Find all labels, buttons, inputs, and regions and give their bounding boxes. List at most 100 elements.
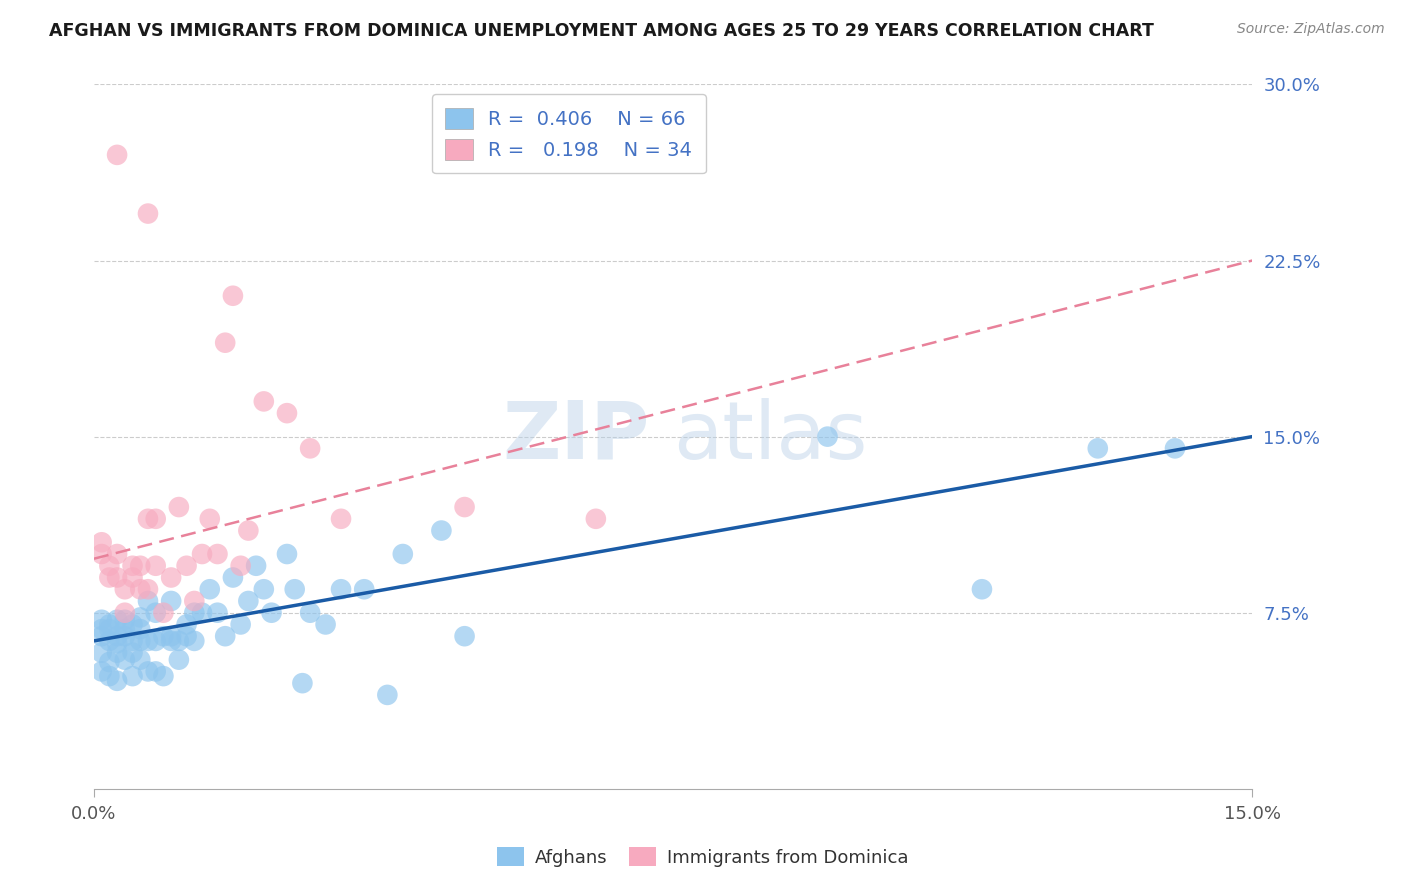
Point [160,633,183,648]
Point [129,622,152,636]
Point [315,617,337,632]
Point [276,406,298,420]
Point [145,665,167,679]
Point [105,646,128,660]
Point [105,629,128,643]
Point [114,622,136,636]
Point [90,535,112,549]
Point [121,558,143,573]
Point [98,655,121,669]
Point [160,594,183,608]
Point [90,629,112,643]
Point [121,633,143,648]
Point [152,606,174,620]
Legend: Afghans, Immigrants from Dominica: Afghans, Immigrants from Dominica [489,840,917,874]
Point [98,633,121,648]
Point [98,617,121,632]
Point [276,547,298,561]
Point [353,582,375,597]
Point [121,669,143,683]
Point [253,582,276,597]
Point [585,512,607,526]
Point [391,547,413,561]
Point [145,633,167,648]
Point [136,594,159,608]
Point [207,547,229,561]
Point [121,617,143,632]
Point [105,148,128,162]
Point [291,676,314,690]
Text: ZIP: ZIP [503,398,650,475]
Point [167,500,190,514]
Point [330,512,353,526]
Point [145,512,167,526]
Point [453,629,475,643]
Point [198,512,221,526]
Point [284,582,307,597]
Point [90,622,112,636]
Point [214,629,236,643]
Point [105,570,128,584]
Point [1164,442,1187,456]
Point [98,622,121,636]
Point [453,500,475,514]
Point [167,633,190,648]
Point [98,570,121,584]
Point [105,673,128,688]
Point [817,429,839,443]
Point [229,617,252,632]
Point [114,653,136,667]
Point [222,570,245,584]
Point [114,629,136,643]
Point [260,606,283,620]
Point [160,570,183,584]
Point [136,582,159,597]
Point [114,606,136,620]
Point [152,629,174,643]
Text: atlas: atlas [673,398,868,475]
Point [176,629,198,643]
Point [121,646,143,660]
Point [167,653,190,667]
Point [377,688,399,702]
Point [129,558,152,573]
Point [105,636,128,650]
Point [136,633,159,648]
Point [136,512,159,526]
Point [136,206,159,220]
Point [207,606,229,620]
Point [229,558,252,573]
Point [299,606,322,620]
Point [183,606,205,620]
Point [114,582,136,597]
Point [98,669,121,683]
Point [129,633,152,648]
Point [1087,442,1109,456]
Point [214,335,236,350]
Point [222,289,245,303]
Point [105,613,128,627]
Point [245,558,267,573]
Point [136,665,159,679]
Point [90,665,112,679]
Point [90,547,112,561]
Point [98,558,121,573]
Text: Source: ZipAtlas.com: Source: ZipAtlas.com [1237,22,1385,37]
Point [299,442,322,456]
Point [191,547,214,561]
Point [430,524,453,538]
Point [105,547,128,561]
Point [160,629,183,643]
Legend: R =  0.406    N = 66, R =   0.198    N = 34: R = 0.406 N = 66, R = 0.198 N = 34 [432,95,706,174]
Point [198,582,221,597]
Point [121,570,143,584]
Point [970,582,993,597]
Point [90,613,112,627]
Point [191,606,214,620]
Point [145,606,167,620]
Point [183,633,205,648]
Point [114,613,136,627]
Point [176,558,198,573]
Text: AFGHAN VS IMMIGRANTS FROM DOMINICA UNEMPLOYMENT AMONG AGES 25 TO 29 YEARS CORREL: AFGHAN VS IMMIGRANTS FROM DOMINICA UNEMP… [49,22,1154,40]
Point [183,594,205,608]
